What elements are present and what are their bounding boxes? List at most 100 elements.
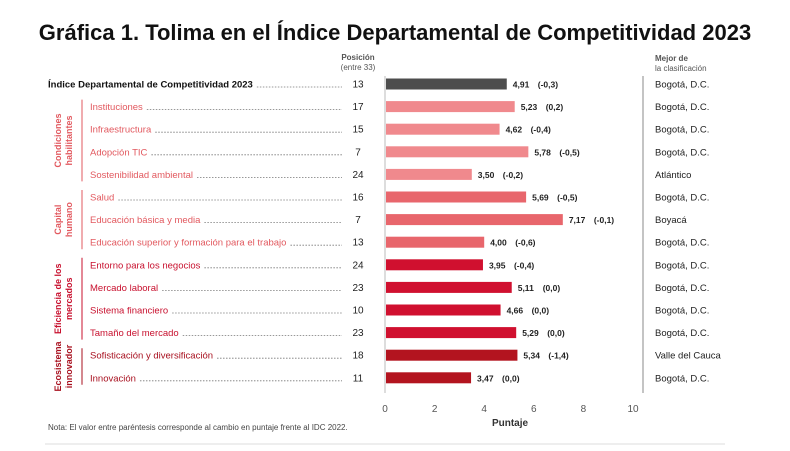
row-label: Entorno para los negocios bbox=[90, 260, 201, 271]
bar bbox=[386, 236, 485, 248]
x-tick-label: 6 bbox=[531, 404, 537, 415]
best-department: Bogotá, D.C. bbox=[655, 373, 709, 384]
row-label: Instituciones bbox=[90, 102, 143, 113]
best-department: Bogotá, D.C. bbox=[655, 260, 709, 271]
bar bbox=[386, 349, 518, 361]
position-value: 15 bbox=[352, 125, 364, 136]
best-department: Bogotá, D.C. bbox=[655, 80, 709, 91]
bar bbox=[386, 281, 512, 293]
change-label: (0,0) bbox=[543, 283, 561, 293]
change-label: (0,0) bbox=[547, 328, 565, 338]
position-value: 16 bbox=[352, 193, 364, 204]
change-label: (-0,5) bbox=[559, 147, 579, 157]
value-label: 5,29 bbox=[522, 328, 539, 338]
bar bbox=[386, 123, 500, 135]
value-label: 3,47 bbox=[477, 373, 494, 383]
bar bbox=[386, 168, 472, 180]
group-label: Eficiencia de los bbox=[53, 263, 63, 334]
position-value: 24 bbox=[352, 170, 364, 181]
group-label: Capital bbox=[53, 205, 63, 235]
bar bbox=[386, 146, 529, 158]
group-label: humano bbox=[64, 202, 74, 238]
group-label: mercados bbox=[64, 277, 74, 320]
position-value: 11 bbox=[353, 373, 364, 384]
position-value: 23 bbox=[352, 283, 364, 294]
position-value: 18 bbox=[352, 351, 364, 362]
best-department: Bogotá, D.C. bbox=[655, 125, 709, 136]
position-header-line1: Posición bbox=[341, 53, 374, 62]
row-label: Educación superior y formación para el t… bbox=[90, 238, 286, 249]
position-value: 7 bbox=[355, 147, 361, 158]
value-label: 4,00 bbox=[490, 238, 507, 248]
x-tick-label: 0 bbox=[382, 404, 388, 415]
position-value: 24 bbox=[352, 260, 364, 271]
change-label: (0,2) bbox=[546, 102, 564, 112]
value-label: 4,66 bbox=[507, 306, 524, 316]
row-label: Adopción TIC bbox=[90, 147, 148, 158]
value-label: 5,11 bbox=[518, 283, 534, 293]
value-label: 5,23 bbox=[521, 102, 538, 112]
row-label: Sofisticación y diversificación bbox=[90, 351, 213, 362]
row-label: Tamaño del mercado bbox=[90, 328, 179, 339]
best-header-line2: la clasificación bbox=[655, 64, 707, 73]
bar bbox=[386, 372, 472, 384]
value-label: 5,69 bbox=[532, 193, 549, 203]
best-department: Bogotá, D.C. bbox=[655, 283, 709, 294]
group-label: Condiciones bbox=[53, 113, 63, 167]
change-label: (-1,4) bbox=[548, 351, 568, 361]
change-label: (-0,3) bbox=[538, 80, 558, 90]
x-axis-label: Puntaje bbox=[492, 418, 529, 429]
x-tick-label: 10 bbox=[627, 404, 639, 415]
change-label: (-0,2) bbox=[503, 170, 523, 180]
change-label: (-0,6) bbox=[515, 238, 535, 248]
footnote: Nota: El valor entre paréntesis correspo… bbox=[48, 423, 348, 432]
best-department: Bogotá, D.C. bbox=[655, 102, 709, 113]
bar bbox=[386, 259, 483, 271]
row-label: Sistema financiero bbox=[90, 306, 168, 317]
change-label: (-0,4) bbox=[514, 260, 534, 270]
value-label: 4,91 bbox=[513, 80, 530, 90]
change-label: (0,0) bbox=[532, 306, 550, 316]
position-header-line2: (entre 33) bbox=[341, 63, 376, 72]
best-department: Bogotá, D.C. bbox=[655, 306, 709, 317]
best-department: Boyacá bbox=[655, 215, 687, 226]
position-value: 7 bbox=[355, 215, 361, 226]
position-value: 13 bbox=[352, 80, 364, 91]
best-department: Bogotá, D.C. bbox=[655, 193, 709, 204]
best-department: Bogotá, D.C. bbox=[655, 238, 709, 249]
position-value: 13 bbox=[352, 238, 364, 249]
change-label: (-0,5) bbox=[557, 193, 577, 203]
value-label: 3,95 bbox=[489, 260, 506, 270]
row-label: Sostenibilidad ambiental bbox=[90, 170, 193, 181]
bar bbox=[386, 191, 527, 203]
best-department: Atlántico bbox=[655, 170, 691, 181]
group-label: innovador bbox=[64, 344, 74, 388]
value-label: 4,62 bbox=[506, 125, 523, 135]
bar bbox=[386, 304, 501, 316]
row-label: Salud bbox=[90, 193, 114, 204]
row-label: Infraestructura bbox=[90, 125, 152, 136]
chart-title: Gráfica 1. Tolima en el Índice Departame… bbox=[38, 20, 752, 45]
value-label: 3,50 bbox=[478, 170, 495, 180]
value-label: 7,17 bbox=[569, 215, 586, 225]
best-department: Bogotá, D.C. bbox=[655, 147, 709, 158]
change-label: (0,0) bbox=[502, 373, 520, 383]
best-department: Bogotá, D.C. bbox=[655, 328, 709, 339]
position-value: 10 bbox=[352, 306, 364, 317]
position-value: 23 bbox=[352, 328, 364, 339]
row-label: Mercado laboral bbox=[90, 283, 158, 294]
bar bbox=[386, 327, 517, 339]
row-label: Innovación bbox=[90, 373, 136, 384]
change-label: (-0,1) bbox=[594, 215, 614, 225]
value-label: 5,34 bbox=[523, 351, 540, 361]
value-label: 5,78 bbox=[534, 147, 551, 157]
bar bbox=[386, 214, 563, 226]
row-label: Educación básica y media bbox=[90, 215, 201, 226]
x-tick-label: 4 bbox=[481, 404, 487, 415]
group-label: habilitantes bbox=[64, 115, 74, 165]
bar bbox=[386, 78, 507, 90]
x-tick-label: 2 bbox=[432, 404, 438, 415]
bar bbox=[386, 101, 515, 113]
change-label: (-0,4) bbox=[531, 125, 551, 135]
